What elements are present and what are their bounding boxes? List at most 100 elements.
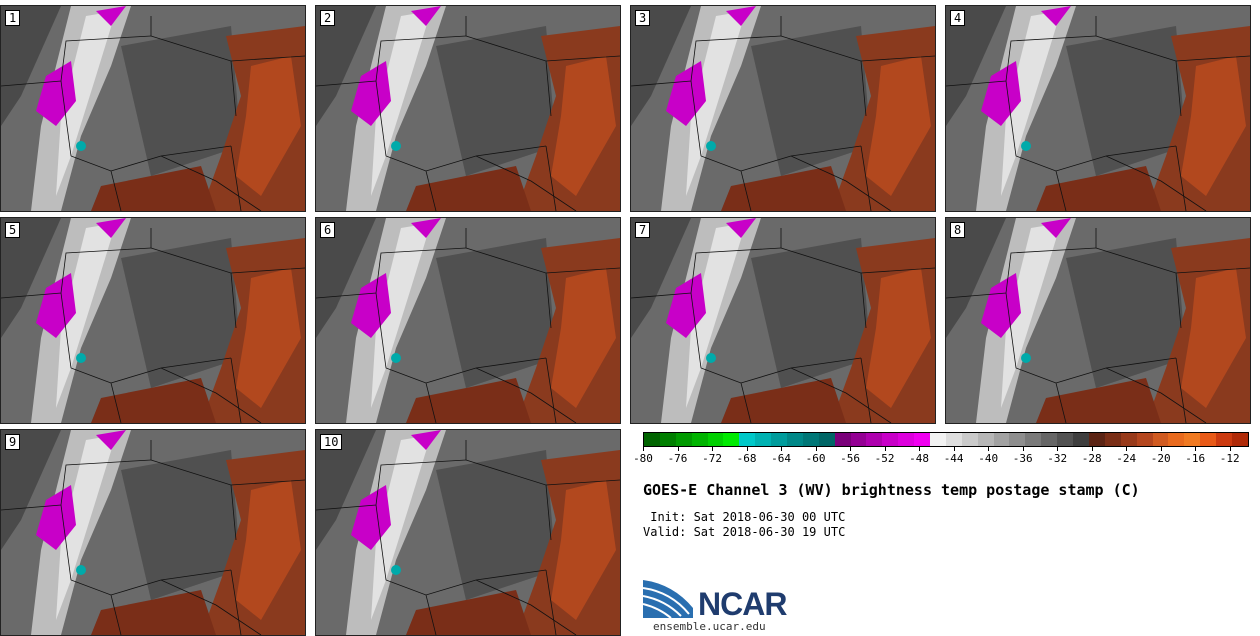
colorbar-segment [930,433,946,446]
colorbar-tick-label: -36 [1012,452,1033,465]
colorbar-tick [1022,446,1024,451]
colorbar-segment [961,433,978,446]
colorbar-segment [1009,433,1026,446]
colorbar-segment [787,433,803,446]
colorbar-tick-label: -40 [978,452,999,465]
map-image [946,218,1250,423]
colorbar-tick [1057,446,1059,451]
panel-number: 3 [635,10,651,26]
colorbar-segment [945,433,962,446]
panel-10: 10 [315,429,621,636]
panel-5: 5 [0,217,306,424]
panel-7: 7 [630,217,936,424]
panel-number: 2 [320,10,336,26]
panel-number: 8 [950,222,966,238]
logo-text: NCAR [698,586,787,622]
colorbar-segment [755,433,772,446]
colorbar-segment [691,433,708,446]
colorbar-segment [1200,433,1217,446]
colorbar-segment [898,433,915,446]
colorbar-tick [988,446,990,451]
map-image [316,6,620,211]
panel-2: 2 [315,5,621,212]
colorbar-tick [1091,446,1093,451]
colorbar-tick [781,446,783,451]
colorbar [643,432,1249,447]
map-image [1,218,305,423]
colorbar-segment [993,433,1010,446]
panel-3: 3 [630,5,936,212]
colorbar-tick-label: -48 [909,452,930,465]
panel-8: 8 [945,217,1251,424]
colorbar-ticks: -80 -76 -72 -68 -64 -60 -56 -52 -48 -44 -40 -36 -32-… [633,446,1249,466]
colorbar-tick-label: -76 [667,452,688,465]
colorbar-tick-label: -72 [702,452,722,465]
panel-9: 9 [0,429,306,636]
colorbar-tick [1195,446,1197,451]
colorbar-segment [739,433,756,446]
colorbar-tick-label: -52 [874,452,895,465]
colorbar-tick [712,446,714,451]
map-image [946,6,1250,211]
colorbar-segment [977,433,994,446]
colorbar-segment [1120,433,1137,446]
colorbar-tick-label: -24 [1116,452,1137,465]
colorbar-tick [746,446,748,451]
colorbar-tick-label: -28 [1081,452,1102,465]
colorbar-segment [1184,433,1201,446]
panel-6: 6 [315,217,621,424]
colorbar-tick-label: -20 [1150,452,1171,465]
panel-1: 1 [0,5,306,212]
colorbar-segment [1041,433,1058,446]
colorbar-segment [1152,433,1169,446]
figure-title: GOES-E Channel 3 (WV) brightness temp po… [643,481,1140,499]
colorbar-tick-label: -32 [1047,452,1068,465]
colorbar-segment [866,433,883,446]
colorbar-segment [914,433,931,446]
ncar-logo-icon [643,580,693,619]
colorbar-segment [707,433,724,446]
colorbar-tick [677,446,679,451]
colorbar-segment [1088,433,1105,446]
colorbar-tick-label: -12 [1219,452,1240,465]
map-image [1,6,305,211]
valid-time: Valid: Sat 2018-06-30 19 UTC [643,525,846,539]
map-image [316,430,620,635]
map-image [1,430,305,635]
colorbar-tick-label: -68 [736,452,757,465]
init-time: Init: Sat 2018-06-30 00 UTC [643,510,846,524]
colorbar-segment [882,433,899,446]
source-url[interactable]: ensemble.ucar.edu [653,620,766,633]
colorbar-tick-label: -64 [771,452,791,465]
panel-number: 4 [950,10,966,26]
colorbar-tick [643,446,644,451]
colorbar-segment [1216,433,1232,446]
panel-number: 6 [320,222,336,238]
panel-number: 5 [5,222,21,238]
colorbar-segment [659,433,676,446]
colorbar-tick [1229,446,1231,451]
colorbar-segment [1057,433,1074,446]
panel-number: 7 [635,222,651,238]
colorbar-tick [815,446,817,451]
map-image [631,218,935,423]
colorbar-segment [1073,433,1089,446]
map-image [631,6,935,211]
colorbar-tick-label: -56 [840,452,861,465]
colorbar-segment [644,433,660,446]
map-image [316,218,620,423]
colorbar-tick-label: -44 [943,452,964,465]
colorbar-tick [919,446,921,451]
colorbar-tick-label: -60 [805,452,826,465]
colorbar-segment [675,433,692,446]
colorbar-segment [771,433,788,446]
colorbar-segment [1231,433,1248,446]
colorbar-tick [850,446,852,451]
colorbar-tick [1160,446,1162,451]
colorbar-segment [818,433,835,446]
panel-number: 9 [5,434,21,450]
panel-number: 10 [320,434,343,450]
panel-number: 1 [5,10,21,26]
colorbar-segment [723,433,740,446]
colorbar-segment [850,433,867,446]
